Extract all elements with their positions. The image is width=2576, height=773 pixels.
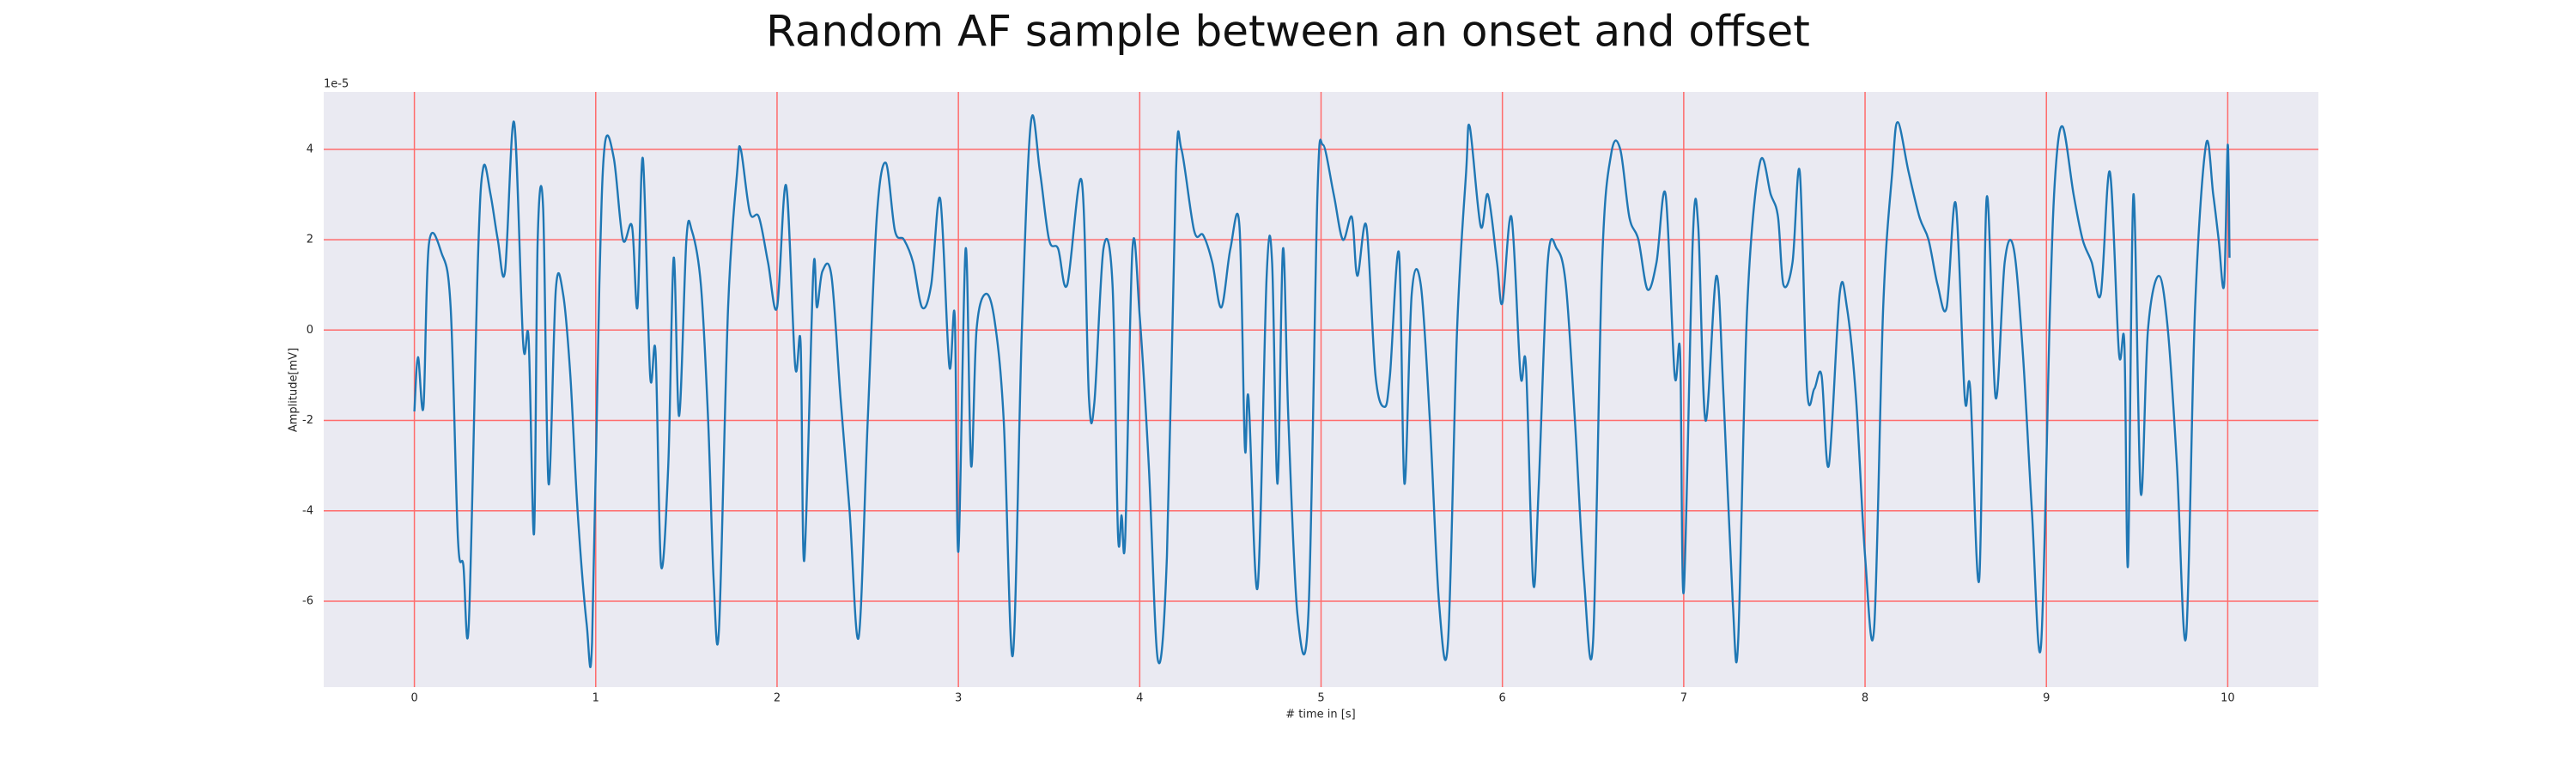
x-tick-label: 4	[1136, 692, 1143, 705]
x-axis-label: # time in [s]	[1285, 709, 1355, 721]
x-tick-label: 6	[1499, 692, 1506, 705]
y-tick-label: -4	[302, 504, 313, 517]
x-tick-label: 7	[1680, 692, 1687, 705]
y-tick-label: 4	[307, 143, 313, 155]
chart-title: Random AF sample between an onset and of…	[766, 7, 1810, 57]
y-tick-label: -6	[302, 595, 313, 608]
x-tick-label: 3	[955, 692, 962, 705]
x-tick-label: 5	[1317, 692, 1324, 705]
x-tick-label: 9	[2043, 692, 2050, 705]
y-axis-label: Amplitude[mV]	[288, 348, 301, 432]
signal-line	[413, 114, 2231, 668]
x-tick-label: 1	[592, 692, 599, 705]
y-tick-label: 2	[307, 234, 313, 247]
y-tick-label: 0	[307, 324, 313, 337]
x-tick-label: 8	[1862, 692, 1868, 705]
x-tick-label: 10	[2221, 692, 2235, 705]
x-tick-label: 2	[774, 692, 781, 705]
y-scale-label: 1e-5	[324, 78, 349, 91]
y-tick-label: -2	[302, 414, 313, 427]
x-tick-label: 0	[410, 692, 417, 705]
